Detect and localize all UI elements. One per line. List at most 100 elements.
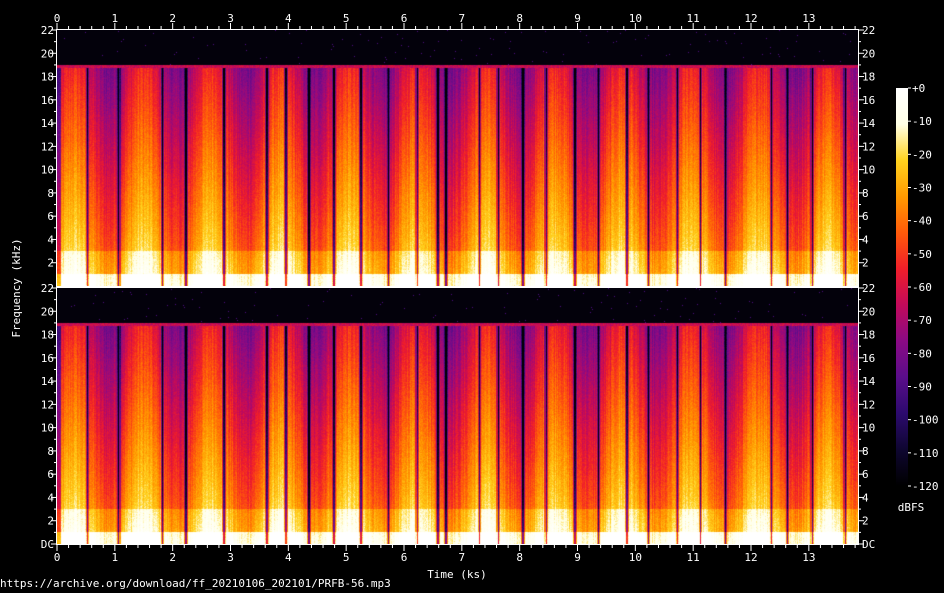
- colorbar: +0 -10 -20 -30 -40 -50 -60 -70 -80 -90 -100 -110 -12…: [896, 82, 939, 493]
- y-tick-label-right: 4: [862, 233, 869, 246]
- x-tick-label-top: 4: [285, 12, 292, 25]
- colorbar-tick-label: -110: [912, 447, 939, 460]
- y-tick-label-right: 2: [862, 515, 869, 528]
- x-tick-label-top: 6: [401, 12, 408, 25]
- colorbar-tick-label: -80: [912, 347, 932, 360]
- spectrogram-channel-1: [57, 30, 858, 286]
- y-tick-label-right: 8: [862, 187, 869, 200]
- y-tick-label-right: 22: [862, 282, 875, 295]
- colorbar-tick-label: -40: [912, 215, 932, 228]
- x-tick-label-top: 8: [516, 12, 523, 25]
- y-tick-label-left: 22: [41, 24, 54, 37]
- x-tick-label-top: 5: [343, 12, 350, 25]
- y-tick-label-left: 16: [41, 352, 54, 365]
- plot-area: [57, 30, 858, 544]
- colorbar-tick-label: +0: [912, 82, 925, 95]
- y-tick-label-right: 18: [862, 329, 875, 342]
- y-tick-label-left: 10: [41, 164, 54, 177]
- x-tick-label-top: 7: [459, 12, 466, 25]
- y-tick-label-left: 12: [41, 140, 54, 153]
- y-tick-label-right: 16: [862, 94, 875, 107]
- y-tick-label-right: 20: [862, 47, 875, 60]
- x-tick-label-top: 12: [744, 12, 757, 25]
- y-axis-label: Frequency (kHz): [10, 238, 23, 337]
- y-tick-label-left: 10: [41, 422, 54, 435]
- y-tick-label-left: 20: [41, 47, 54, 60]
- y-tick-label-left: 8: [47, 187, 54, 200]
- y-tick-label-left: 2: [47, 515, 54, 528]
- x-tick-label-bottom: 13: [802, 551, 815, 564]
- y-tick-label-right: 14: [862, 375, 876, 388]
- x-tick-label-bottom: 3: [227, 551, 234, 564]
- y-tick-label-left: 14: [41, 117, 55, 130]
- y-tick-label-right: 8: [862, 445, 869, 458]
- x-tick-label-top: 0: [54, 12, 61, 25]
- y-tick-label-right: DC: [862, 538, 875, 551]
- x-tick-label-bottom: 1: [112, 551, 119, 564]
- spectrogram-channel-2: [57, 288, 858, 544]
- colorbar-tick-label: -20: [912, 148, 932, 161]
- y-tick-label-right: 22: [862, 24, 875, 37]
- y-tick-label-left: 12: [41, 398, 54, 411]
- y-tick-label-left: 22: [41, 282, 54, 295]
- y-tick-label-left: 16: [41, 94, 54, 107]
- colorbar-label: dBFS: [898, 501, 925, 514]
- y-tick-label-right: 10: [862, 422, 875, 435]
- y-tick-label-right: 10: [862, 164, 875, 177]
- colorbar-gradient: [896, 88, 908, 486]
- y-tick-label-right: 6: [862, 468, 869, 481]
- colorbar-tick-label: -120: [912, 480, 939, 493]
- y-tick-label-right: 16: [862, 352, 875, 365]
- x-tick-label-top: 1: [112, 12, 119, 25]
- y-tick-label-right: 18: [862, 71, 875, 84]
- x-tick-label-bottom: 5: [343, 551, 350, 564]
- y-tick-label-right: 12: [862, 140, 875, 153]
- colorbar-tick-label: -60: [912, 281, 932, 294]
- x-tick-label-top: 2: [169, 12, 176, 25]
- x-tick-label-bottom: 2: [169, 551, 176, 564]
- y-tick-label-left: 4: [47, 233, 54, 246]
- y-tick-label-right: 20: [862, 305, 875, 318]
- x-tick-label-bottom: 10: [629, 551, 642, 564]
- plot-frames: [56, 29, 859, 545]
- source-url: https://archive.org/download/ff_20210106…: [0, 577, 391, 590]
- x-tick-label-bottom: 8: [516, 551, 523, 564]
- y-tick-label-left: 14: [41, 375, 55, 388]
- y-tick-label-left: DC: [41, 538, 54, 551]
- y-tick-label-right: 12: [862, 398, 875, 411]
- x-tick-label-top: 10: [629, 12, 642, 25]
- x-tick-label-bottom: 11: [687, 551, 700, 564]
- y-tick-label-right: 6: [862, 210, 869, 223]
- x-tick-label-bottom: 7: [459, 551, 466, 564]
- x-tick-label-bottom: 0: [54, 551, 61, 564]
- y-tick-label-right: 4: [862, 491, 869, 504]
- x-tick-label-top: 9: [574, 12, 581, 25]
- colorbar-tick-label: -50: [912, 248, 932, 261]
- y-tick-label-left: 4: [47, 491, 54, 504]
- plot-frame-1: [56, 29, 859, 287]
- y-tick-label-right: 14: [862, 117, 876, 130]
- x-tick-label-bottom: 12: [744, 551, 757, 564]
- x-tick-label-top: 13: [802, 12, 815, 25]
- y-tick-label-left: 6: [47, 210, 54, 223]
- y-tick-label-left: 6: [47, 468, 54, 481]
- colorbar-tick-label: -30: [912, 182, 932, 195]
- y-tick-label-left: 20: [41, 305, 54, 318]
- plot-frame-2: [56, 287, 859, 545]
- colorbar-tick-label: -90: [912, 381, 932, 394]
- y-tick-label-left: 2: [47, 257, 54, 270]
- y-tick-label-left: 18: [41, 71, 54, 84]
- x-tick-label-bottom: 6: [401, 551, 408, 564]
- colorbar-tick-label: -100: [912, 414, 939, 427]
- x-tick-label-top: 11: [687, 12, 700, 25]
- y-tick-label-left: 18: [41, 329, 54, 342]
- colorbar-tick-label: -70: [912, 314, 932, 327]
- y-tick-label-right: 2: [862, 257, 869, 270]
- x-axis-label: Time (ks): [427, 568, 487, 581]
- y-tick-label-left: 8: [47, 445, 54, 458]
- colorbar-tick-label: -10: [912, 115, 932, 128]
- x-tick-label-bottom: 4: [285, 551, 292, 564]
